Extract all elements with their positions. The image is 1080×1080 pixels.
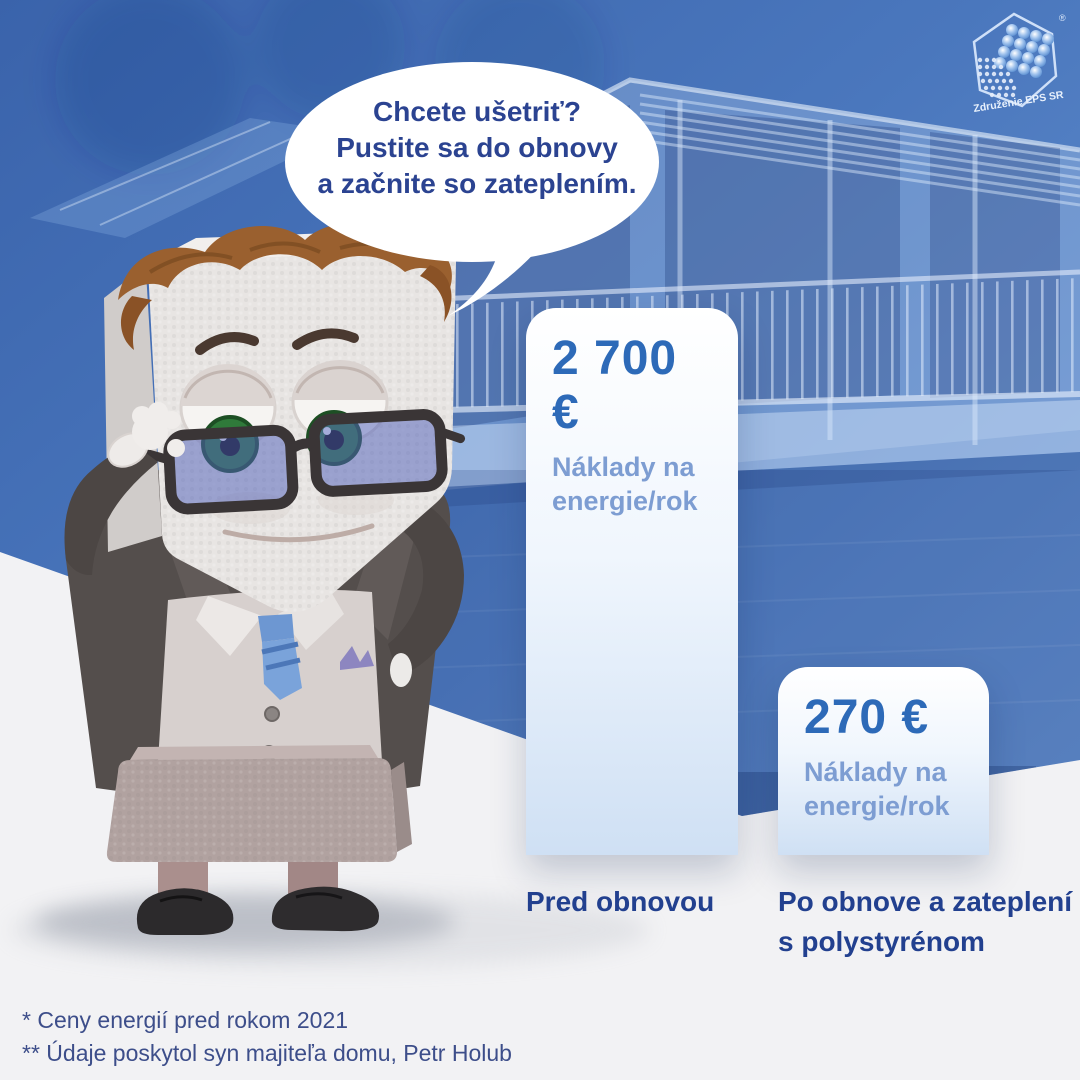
character-smile [222,523,375,543]
logo-hexagon [972,12,1058,108]
speech-bubble-text: Chcete ušetriť? Pustite sa do obnovy a z… [302,94,652,202]
character-vest-shirt-tie [158,589,382,773]
eps-sr-logo: Združenie EPS SR ® [972,12,1066,115]
footnote-2: ** Údaje poskytol syn majiteľa domu, Pet… [22,1040,512,1066]
character-right-arm [388,500,464,687]
bar-after-renovation: 270 € Náklady na energie/rok [778,667,989,855]
category-label-before: Pred obnovou [526,886,715,917]
character-eyebrows [195,328,359,355]
bar-value-after: 270 € [804,691,930,744]
logo-small-beads [977,57,1017,98]
speech-bubble-tail [448,240,546,316]
category-label-after: Po obnove a zateplení s polystyrénom [778,886,1073,957]
speech-line-2: Pustite sa do obnovy [336,132,618,163]
solar-roof [30,118,345,238]
character-left-arm-hand [64,402,185,576]
bar-sublabel-before: Náklady na energie/rok [552,452,698,516]
bar-before-renovation: 2 700 € Náklady na energie/rok [526,308,738,855]
character-hip-block [106,745,412,862]
footnote-1: * Ceny energií pred rokom 2021 [22,1007,349,1033]
speech-line-1: Chcete ušetriť? [373,96,581,127]
logo-registered-mark: ® [1059,13,1066,23]
footnotes: * Ceny energií pred rokom 2021 ** Údaje … [22,1004,512,1070]
bar-value-before: 2 700 € [552,332,678,439]
bar-sublabel-after: Náklady na energie/rok [804,757,950,821]
character-glasses [140,409,466,515]
character-shoes [136,886,380,935]
speech-line-3: a začnite so zateplením. [317,168,637,199]
logo-large-beads [994,24,1054,78]
speech-bubble [285,62,659,316]
